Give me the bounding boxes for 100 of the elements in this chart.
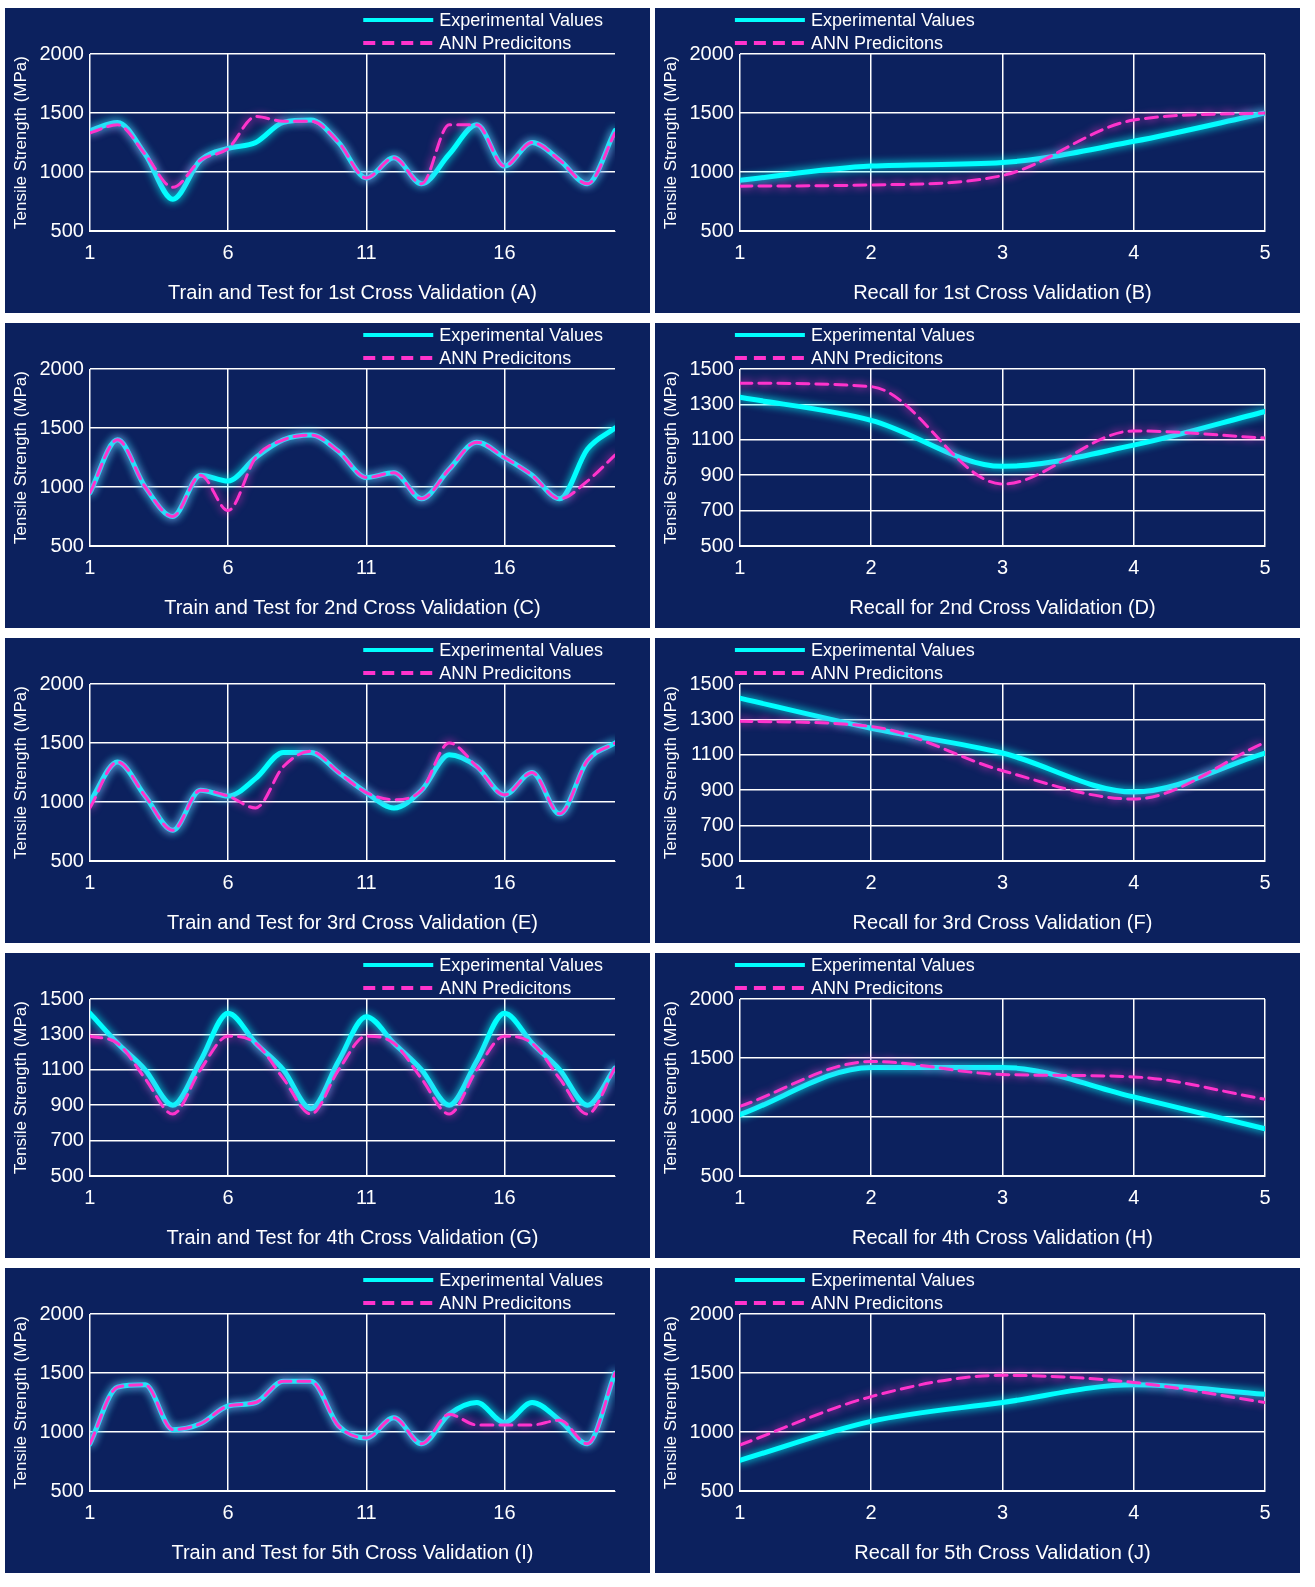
y-tick-label: 500 — [700, 848, 734, 871]
x-tick-label: 16 — [493, 1185, 516, 1208]
y-tick-label: 500 — [700, 1163, 734, 1186]
y-tick-label: 700 — [700, 813, 734, 836]
x-tick-label: 11 — [355, 1500, 377, 1523]
x-tick-label: 16 — [493, 1500, 516, 1523]
y-tick-label: 2000 — [689, 41, 734, 64]
legend-label: ANN Predicitons — [810, 32, 943, 53]
legend-label: Experimental Values — [439, 1269, 603, 1290]
y-tick-label: 700 — [50, 1128, 84, 1151]
y-axis-title: Tensile Strength (MPa) — [660, 1001, 680, 1174]
x-tick-label: 5 — [1259, 1500, 1271, 1523]
y-tick-label: 1500 — [689, 1045, 734, 1068]
x-tick-label: 4 — [1128, 555, 1140, 578]
y-tick-label: 1300 — [39, 1021, 84, 1044]
x-tick-label: 11 — [355, 555, 377, 578]
y-tick-label: 1000 — [689, 1104, 734, 1127]
y-tick-label: 500 — [700, 218, 734, 241]
y-tick-label: 2000 — [39, 1301, 84, 1324]
legend-label: ANN Predicitons — [810, 977, 943, 998]
y-tick-label: 1100 — [40, 1057, 84, 1080]
legend-label: ANN Predicitons — [439, 32, 572, 53]
x-axis-title: Recall for 4th Cross Validation (H) — [852, 1225, 1153, 1248]
x-tick-label: 3 — [996, 240, 1009, 263]
legend-label: Experimental Values — [810, 324, 975, 345]
y-tick-label: 900 — [700, 777, 734, 800]
y-axis-title: Tensile Strength (MPa) — [10, 1001, 30, 1174]
y-tick-label: 2000 — [39, 356, 84, 379]
y-tick-label: 1500 — [689, 356, 734, 379]
y-tick-label: 500 — [50, 1163, 84, 1186]
y-tick-label: 1000 — [689, 159, 734, 182]
legend-label: Experimental Values — [810, 954, 975, 975]
y-tick-label: 1300 — [689, 391, 734, 414]
x-tick-label: 5 — [1259, 870, 1271, 893]
y-tick-label: 1000 — [39, 1419, 84, 1442]
x-axis-title: Recall for 5th Cross Validation (J) — [854, 1540, 1151, 1563]
y-tick-label: 2000 — [689, 1301, 734, 1324]
y-tick-label: 1000 — [39, 159, 84, 182]
y-axis-title: Tensile Strength (MPa) — [660, 371, 680, 544]
x-tick-label: 1 — [84, 555, 96, 578]
legend-label: Experimental Values — [810, 1269, 975, 1290]
y-tick-label: 500 — [50, 218, 84, 241]
x-axis-title: Train and Test for 2nd Cross Validation (C) — [164, 595, 541, 618]
legend-label: ANN Predicitons — [439, 662, 572, 683]
x-axis-title: Train and Test for 4th Cross Validation (G) — [166, 1225, 539, 1248]
x-tick-label: 2 — [865, 870, 877, 893]
y-tick-label: 1500 — [39, 100, 84, 123]
y-tick-label: 1500 — [39, 415, 84, 438]
legend-label: Experimental Values — [810, 9, 975, 30]
y-tick-label: 500 — [700, 1478, 734, 1501]
x-axis-title: Train and Test for 1st Cross Validation (A) — [168, 280, 537, 303]
x-tick-label: 4 — [1128, 1500, 1140, 1523]
x-tick-label: 11 — [355, 870, 377, 893]
x-tick-label: 3 — [996, 555, 1009, 578]
legend-label: ANN Predicitons — [439, 1292, 572, 1313]
x-tick-label: 2 — [865, 1185, 877, 1208]
x-axis-title: Train and Test for 5th Cross Validation (I) — [171, 1540, 534, 1563]
x-tick-label: 6 — [222, 240, 234, 263]
x-tick-label: 5 — [1259, 240, 1271, 263]
x-tick-label: 5 — [1259, 555, 1271, 578]
y-tick-label: 2000 — [39, 671, 84, 694]
y-axis-title: Tensile Strength (MPa) — [10, 56, 30, 229]
x-axis-title: Recall for 2nd Cross Validation (D) — [849, 595, 1156, 618]
x-tick-label: 4 — [1128, 240, 1140, 263]
legend-label: Experimental Values — [439, 639, 603, 660]
x-tick-label: 1 — [734, 1500, 746, 1523]
x-tick-label: 3 — [996, 1500, 1009, 1523]
legend-label: ANN Predicitons — [810, 347, 943, 368]
legend-label: ANN Predicitons — [810, 662, 943, 683]
x-tick-label: 1 — [84, 1185, 96, 1208]
x-axis-title: Recall for 3rd Cross Validation (F) — [852, 910, 1153, 933]
x-tick-label: 1 — [84, 1500, 96, 1523]
x-tick-label: 1 — [734, 240, 746, 263]
x-tick-label: 16 — [493, 555, 516, 578]
y-axis-title: Tensile Strength (MPa) — [660, 686, 680, 859]
y-tick-label: 1500 — [689, 100, 734, 123]
y-tick-label: 1500 — [39, 1360, 84, 1383]
x-tick-label: 5 — [1259, 1185, 1271, 1208]
x-tick-label: 1 — [84, 870, 96, 893]
x-axis-title: Train and Test for 3rd Cross Validation (E) — [166, 910, 538, 933]
legend-label: ANN Predicitons — [439, 977, 572, 998]
x-tick-label: 3 — [996, 1185, 1009, 1208]
y-tick-label: 1100 — [690, 742, 734, 765]
legend-label: ANN Predicitons — [810, 1292, 943, 1313]
x-tick-label: 16 — [493, 870, 516, 893]
y-tick-label: 2000 — [39, 41, 84, 64]
y-tick-label: 1000 — [689, 1419, 734, 1442]
y-tick-label: 500 — [50, 1478, 84, 1501]
x-tick-label: 16 — [493, 240, 516, 263]
x-tick-label: 6 — [222, 1500, 234, 1523]
x-tick-label: 2 — [865, 1500, 877, 1523]
legend-label: Experimental Values — [439, 9, 603, 30]
y-tick-label: 2000 — [689, 986, 734, 1009]
legend-label: Experimental Values — [439, 324, 603, 345]
x-axis-title: Recall for 1st Cross Validation (B) — [853, 280, 1152, 303]
x-tick-label: 1 — [734, 555, 746, 578]
x-tick-label: 6 — [222, 1185, 234, 1208]
x-tick-label: 2 — [865, 555, 877, 578]
x-tick-label: 2 — [865, 240, 877, 263]
y-axis-title: Tensile Strength (MPa) — [660, 56, 680, 229]
